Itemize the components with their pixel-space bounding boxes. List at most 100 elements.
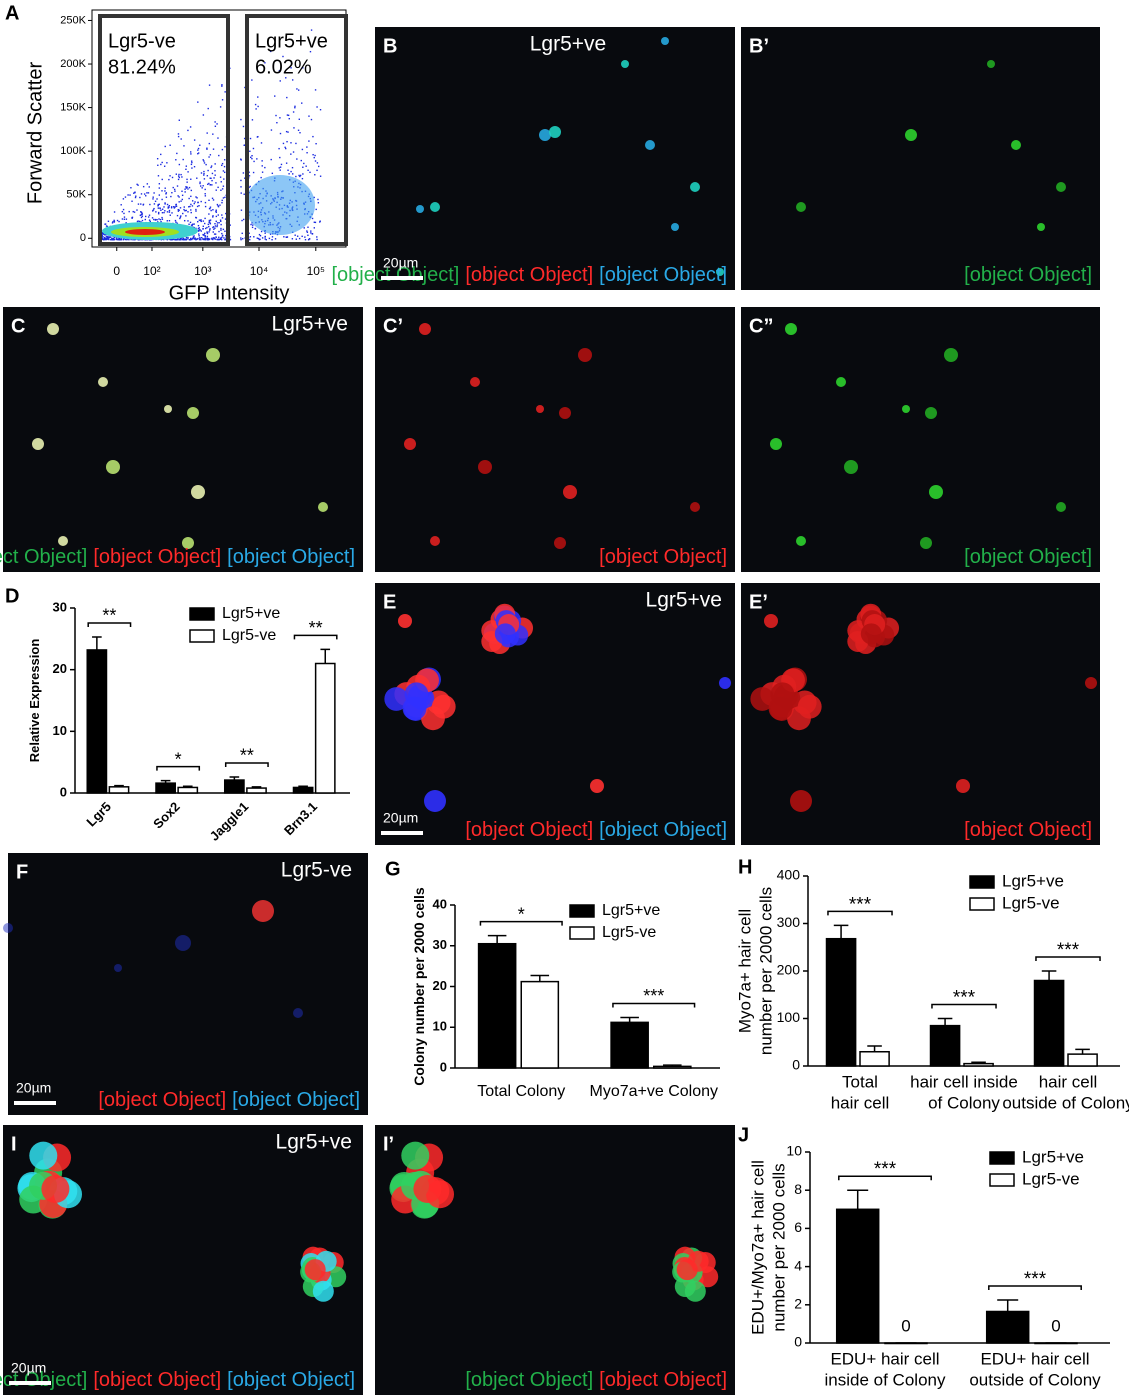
event-dot — [253, 160, 255, 163]
event-dot — [149, 220, 151, 223]
event-dot — [145, 215, 147, 218]
y-tick-label: 0 — [80, 232, 86, 244]
event-dot — [296, 88, 298, 90]
event-dot — [310, 232, 312, 234]
cell — [29, 1141, 58, 1170]
event-dot — [179, 238, 181, 241]
event-dot — [297, 89, 300, 91]
event-dot — [224, 171, 226, 174]
event-dot — [152, 209, 155, 211]
event-dot — [215, 189, 217, 191]
event-dot — [108, 238, 110, 241]
event-dot — [295, 238, 298, 240]
cell — [312, 1280, 334, 1302]
event-dot — [182, 158, 184, 161]
event-dot — [166, 238, 169, 241]
event-dot — [259, 238, 261, 241]
event-dot — [178, 163, 181, 166]
event-dot — [310, 118, 313, 121]
error-bar — [251, 786, 262, 789]
event-dot — [132, 238, 134, 241]
y-tick-label: 10 — [786, 1143, 802, 1159]
event-dot — [319, 108, 322, 111]
event-dot — [187, 211, 189, 213]
error-bar — [833, 924, 849, 939]
event-dot — [181, 194, 184, 197]
event-dot — [219, 106, 222, 108]
cell — [187, 407, 199, 419]
event-dot — [223, 159, 226, 161]
caption: [object Object] [object Object] [object Ob… — [331, 264, 727, 286]
event-dot — [218, 230, 220, 233]
y-tick-label: 30 — [53, 599, 67, 614]
event-dot — [193, 139, 196, 141]
cell — [430, 536, 440, 546]
cell — [554, 537, 566, 549]
event-dot — [106, 236, 108, 238]
bar — [520, 980, 560, 1069]
caption: [object Object] — [964, 819, 1092, 841]
event-dot — [179, 216, 182, 218]
event-dot — [167, 207, 169, 209]
event-dot — [171, 192, 173, 194]
event-dot — [176, 238, 179, 241]
event-dot — [169, 175, 171, 177]
significance-bracket — [224, 762, 269, 767]
caption-word: [object Object] — [331, 264, 459, 286]
event-dot — [155, 211, 157, 213]
event-dot — [187, 129, 189, 132]
event-dot — [110, 236, 112, 239]
event-dot — [206, 147, 208, 149]
event-dot — [172, 186, 174, 189]
event-dot — [249, 185, 251, 188]
error-bar — [620, 1016, 639, 1023]
significance-label: *** — [953, 988, 976, 1009]
significance-label: ** — [309, 618, 323, 638]
event-dot — [316, 162, 319, 164]
event-dot — [206, 232, 209, 235]
caption-word: [object Object] — [599, 819, 727, 841]
panel-letter: C” — [749, 315, 773, 337]
cell — [182, 537, 194, 549]
event-dot — [300, 159, 302, 162]
cell — [404, 682, 429, 707]
event-dot — [221, 234, 224, 237]
event-dot — [303, 162, 305, 165]
event-dot — [161, 161, 163, 164]
cell — [536, 405, 544, 413]
event-dot — [127, 194, 129, 196]
event-dot — [187, 220, 189, 222]
event-dot — [189, 238, 192, 241]
event-dot — [179, 207, 182, 209]
event-dot — [242, 218, 245, 221]
event-dot — [199, 144, 201, 146]
x-tick-label: EDU+ hair cell outside of Colony — [969, 1350, 1101, 1390]
event-dot — [140, 216, 143, 219]
bar — [314, 662, 336, 794]
event-dot — [177, 195, 179, 197]
event-dot — [261, 165, 263, 167]
cell — [41, 1174, 70, 1203]
event-dot — [133, 192, 135, 194]
micrograph — [8, 853, 368, 1115]
event-dot — [221, 214, 223, 216]
y-tick-label: 0 — [60, 784, 67, 799]
event-dot — [256, 237, 259, 239]
cell — [430, 202, 440, 212]
event-dot — [225, 234, 227, 237]
cell — [206, 348, 220, 362]
event-dot — [311, 233, 314, 235]
event-dot — [294, 234, 296, 236]
event-dot — [214, 163, 216, 165]
event-dot — [212, 226, 214, 229]
event-dot — [141, 215, 144, 217]
event-dot — [183, 219, 186, 222]
event-dot — [290, 67, 292, 69]
event-dot — [219, 238, 222, 240]
x-tick-label: Brn3.1 — [281, 799, 320, 838]
error-bar — [971, 1061, 986, 1064]
event-dot — [163, 206, 165, 208]
event-dot — [173, 238, 175, 240]
event-dot — [207, 238, 210, 241]
